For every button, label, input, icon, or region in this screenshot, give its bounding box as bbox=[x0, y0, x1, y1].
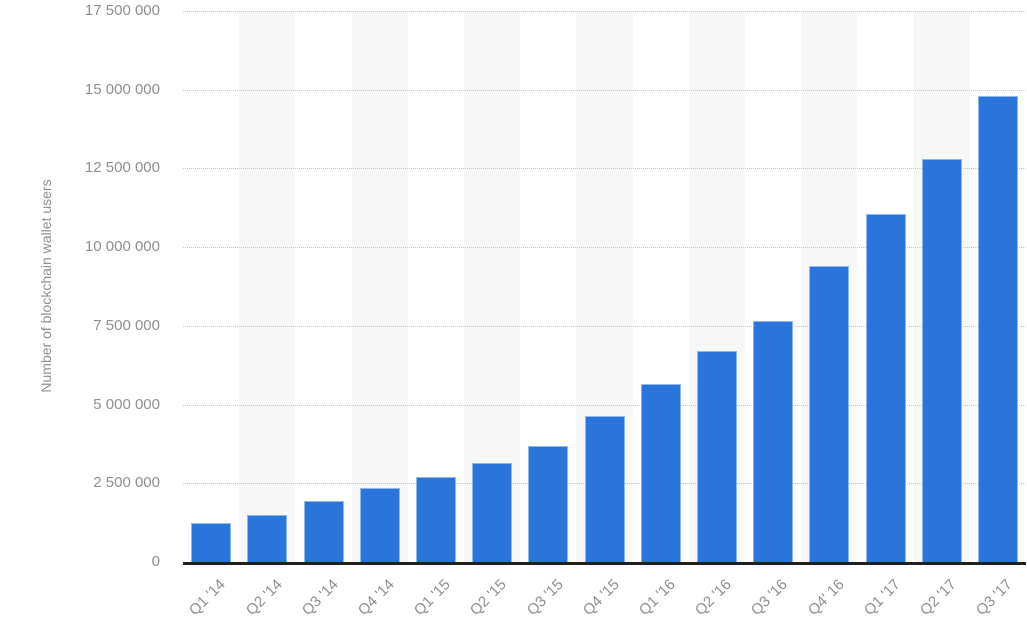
category-band bbox=[239, 11, 296, 562]
y-tick-label: 5 000 000 bbox=[93, 395, 160, 413]
gridline bbox=[183, 11, 1026, 12]
category-band bbox=[183, 11, 239, 562]
gridline bbox=[183, 247, 1026, 249]
x-tick-label-text: Q2 '14 bbox=[242, 576, 286, 619]
y-tick-label: 15 000 000 bbox=[84, 80, 160, 98]
x-tick-label-text: Q3 '16 bbox=[748, 576, 792, 619]
bar-q314[interactable] bbox=[303, 500, 344, 562]
x-tick-label-text: Q4 '14 bbox=[354, 576, 398, 619]
x-tick-label-text: Q3 '15 bbox=[523, 576, 567, 619]
x-tick-label-text: Q1 '15 bbox=[410, 576, 454, 619]
y-tick-label: 0 bbox=[151, 553, 160, 570]
x-tick-label-text: Q4' 16 bbox=[804, 576, 848, 619]
x-tick-label-text: Q2 '16 bbox=[691, 576, 735, 619]
bar-q416[interactable] bbox=[809, 266, 850, 562]
bar-q116[interactable] bbox=[640, 384, 681, 562]
category-band bbox=[295, 11, 351, 562]
bar-q117[interactable] bbox=[865, 214, 906, 562]
x-tick-label-text: Q3 '14 bbox=[298, 576, 342, 619]
bar-q115[interactable] bbox=[415, 476, 456, 562]
x-tick-label-text: Q1 '16 bbox=[635, 576, 679, 619]
gridline bbox=[183, 168, 1026, 170]
bar-q215[interactable] bbox=[472, 462, 513, 562]
x-tick-label-text: Q3 '17 bbox=[972, 576, 1016, 619]
x-tick-label-text: Q1 '14 bbox=[186, 576, 230, 619]
gridline bbox=[183, 325, 1026, 327]
bar-q414[interactable] bbox=[359, 488, 400, 562]
x-axis-line bbox=[183, 562, 1026, 565]
bar-q415[interactable] bbox=[584, 415, 625, 562]
gridline bbox=[183, 404, 1026, 406]
bar-q214[interactable] bbox=[247, 514, 288, 562]
x-tick-label-text: Q2 '17 bbox=[916, 576, 960, 619]
category-band bbox=[351, 11, 408, 562]
x-tick-label-text: Q1 '17 bbox=[860, 576, 904, 619]
x-tick-label-text: Q4 '15 bbox=[579, 576, 623, 619]
x-tick-label-text: Q2 '15 bbox=[467, 576, 511, 619]
bar-q114[interactable] bbox=[191, 522, 232, 562]
y-tick-label: 12 500 000 bbox=[84, 159, 160, 177]
gridline bbox=[183, 89, 1026, 91]
y-tick-label: 2 500 000 bbox=[93, 474, 160, 492]
y-tick-label: 17 500 000 bbox=[84, 2, 160, 19]
bar-q217[interactable] bbox=[921, 158, 962, 562]
y-tick-label: 10 000 000 bbox=[84, 238, 160, 256]
y-tick-label: 7 500 000 bbox=[93, 316, 160, 334]
bar-q216[interactable] bbox=[696, 351, 737, 562]
bar-q317[interactable] bbox=[977, 96, 1018, 562]
bar-q315[interactable] bbox=[528, 445, 569, 562]
bar-q316[interactable] bbox=[753, 321, 794, 562]
